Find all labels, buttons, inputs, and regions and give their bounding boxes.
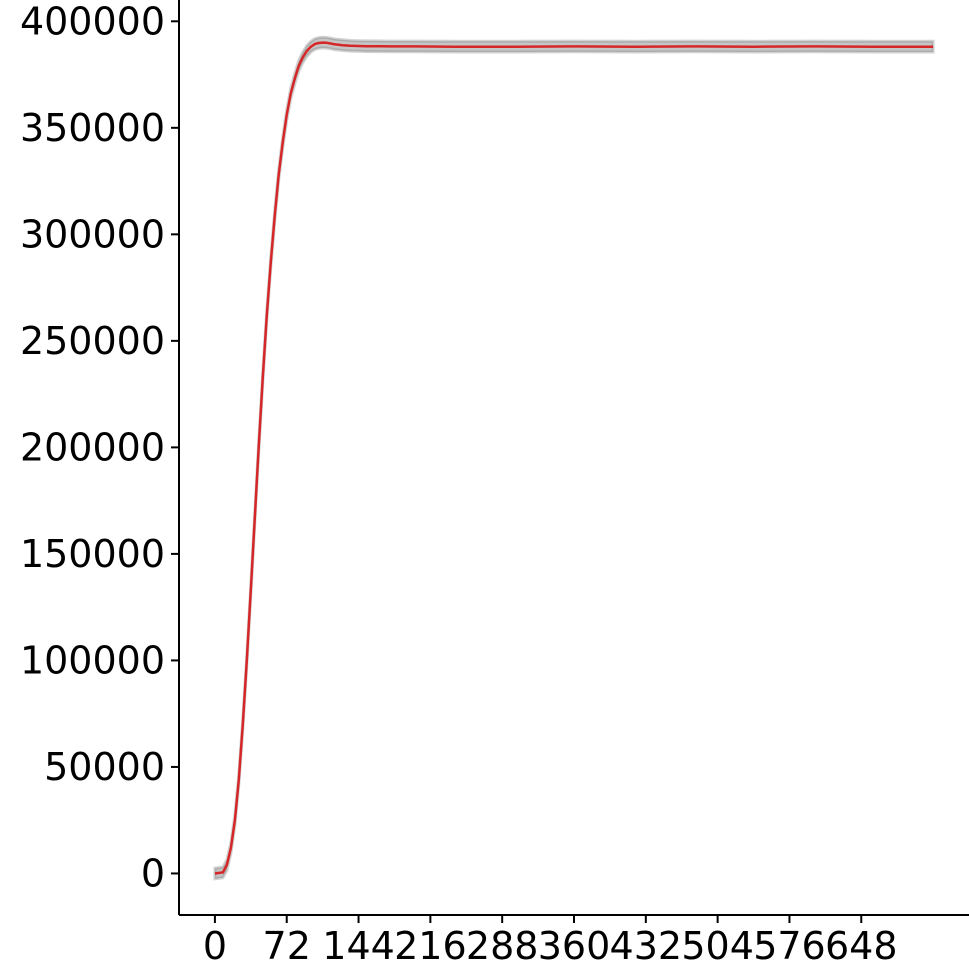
x-tick-label: 72 bbox=[263, 924, 311, 968]
y-tick-label: 100000 bbox=[20, 638, 165, 682]
y-tick-label: 250000 bbox=[20, 319, 165, 363]
x-tick-label: 288 bbox=[466, 924, 539, 968]
y-tick-label: 400000 bbox=[20, 0, 165, 43]
y-tick-label: 50000 bbox=[44, 745, 165, 789]
y-tick-label: 350000 bbox=[20, 106, 165, 150]
y-tick-label: 300000 bbox=[20, 212, 165, 256]
x-tick-label: 504 bbox=[681, 924, 754, 968]
y-tick-label: 200000 bbox=[20, 425, 165, 469]
x-tick-label: 576 bbox=[753, 924, 826, 968]
series-line bbox=[214, 41, 934, 875]
x-tick-label: 432 bbox=[610, 924, 683, 968]
replicate-band bbox=[213, 35, 935, 881]
plot-area bbox=[213, 35, 935, 881]
y-axis-ticks: 0 50000 100000 150000 200000 250000 300000 3500… bbox=[20, 0, 179, 895]
y-tick-label: 0 bbox=[141, 851, 165, 895]
x-tick-label: 0 bbox=[203, 924, 227, 968]
x-tick-label: 216 bbox=[394, 924, 467, 968]
y-tick-label: 150000 bbox=[20, 532, 165, 576]
x-tick-label: 648 bbox=[825, 924, 898, 968]
x-axis-ticks: 0 72 144 216 288 360 432 504 576 648 bbox=[203, 915, 898, 968]
x-tick-label: 144 bbox=[322, 924, 395, 968]
x-tick-label: 360 bbox=[538, 924, 611, 968]
